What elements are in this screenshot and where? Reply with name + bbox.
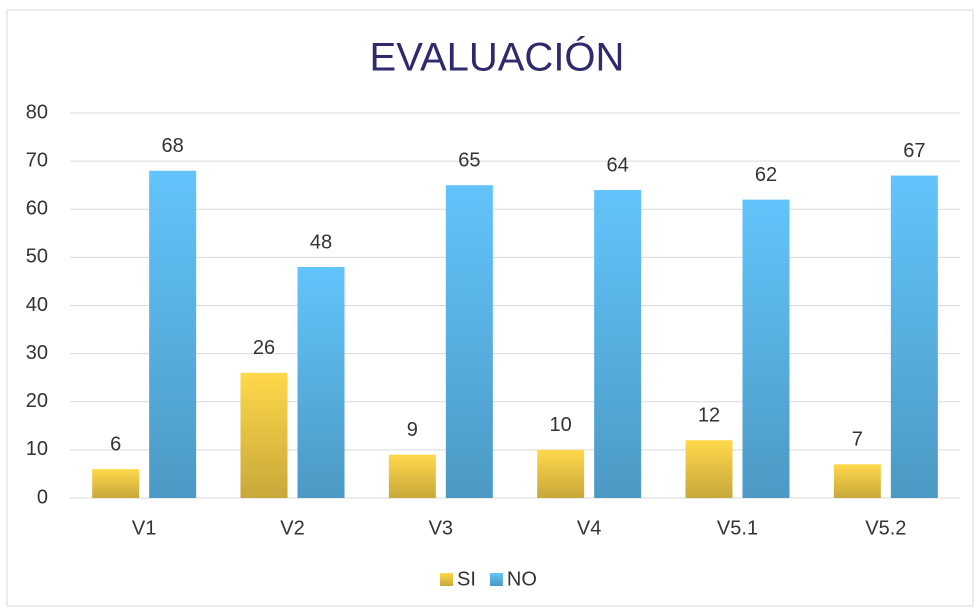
y-tick-label: 70	[26, 149, 48, 171]
x-tick-label: V1	[132, 517, 156, 539]
data-label: 7	[852, 429, 863, 451]
x-tick-label: V5.2	[865, 517, 906, 539]
bar	[890, 175, 938, 498]
data-label: 48	[310, 231, 332, 253]
y-tick-label: 0	[37, 486, 48, 508]
legend-swatch	[440, 573, 453, 586]
data-label: 10	[550, 414, 572, 436]
y-tick-label: 10	[26, 438, 48, 460]
x-tick-label: V5.1	[717, 517, 758, 539]
bar	[594, 190, 642, 498]
bar	[685, 440, 733, 498]
bar	[833, 464, 881, 498]
bar	[388, 454, 436, 498]
bar	[742, 199, 790, 498]
bar	[445, 185, 493, 498]
legend-label: SI	[457, 568, 476, 590]
bar	[537, 449, 585, 498]
data-label: 64	[607, 154, 629, 176]
y-tick-label: 40	[26, 294, 48, 316]
data-label: 12	[698, 405, 720, 427]
data-label: 67	[903, 140, 925, 162]
data-label: 26	[253, 337, 275, 359]
x-tick-label: V3	[429, 517, 453, 539]
x-tick-label: V4	[577, 517, 601, 539]
data-label: 9	[407, 419, 418, 441]
y-tick-label: 60	[26, 198, 48, 220]
bar	[92, 469, 140, 498]
bar	[240, 372, 288, 498]
bar	[149, 170, 197, 498]
y-tick-label: 30	[26, 342, 48, 364]
data-label: 65	[458, 149, 480, 171]
bar	[297, 267, 345, 498]
legend-swatch	[489, 573, 503, 586]
x-tick-label: V2	[280, 517, 304, 539]
y-tick-label: 20	[26, 390, 48, 412]
y-tick-label: 80	[26, 101, 48, 123]
chart-title: EVALUACIÓN	[370, 35, 625, 80]
data-label: 68	[162, 135, 184, 157]
data-label: 6	[110, 433, 121, 455]
data-label: 62	[755, 164, 777, 186]
y-tick-label: 50	[26, 246, 48, 268]
legend-label: NO	[507, 568, 537, 590]
